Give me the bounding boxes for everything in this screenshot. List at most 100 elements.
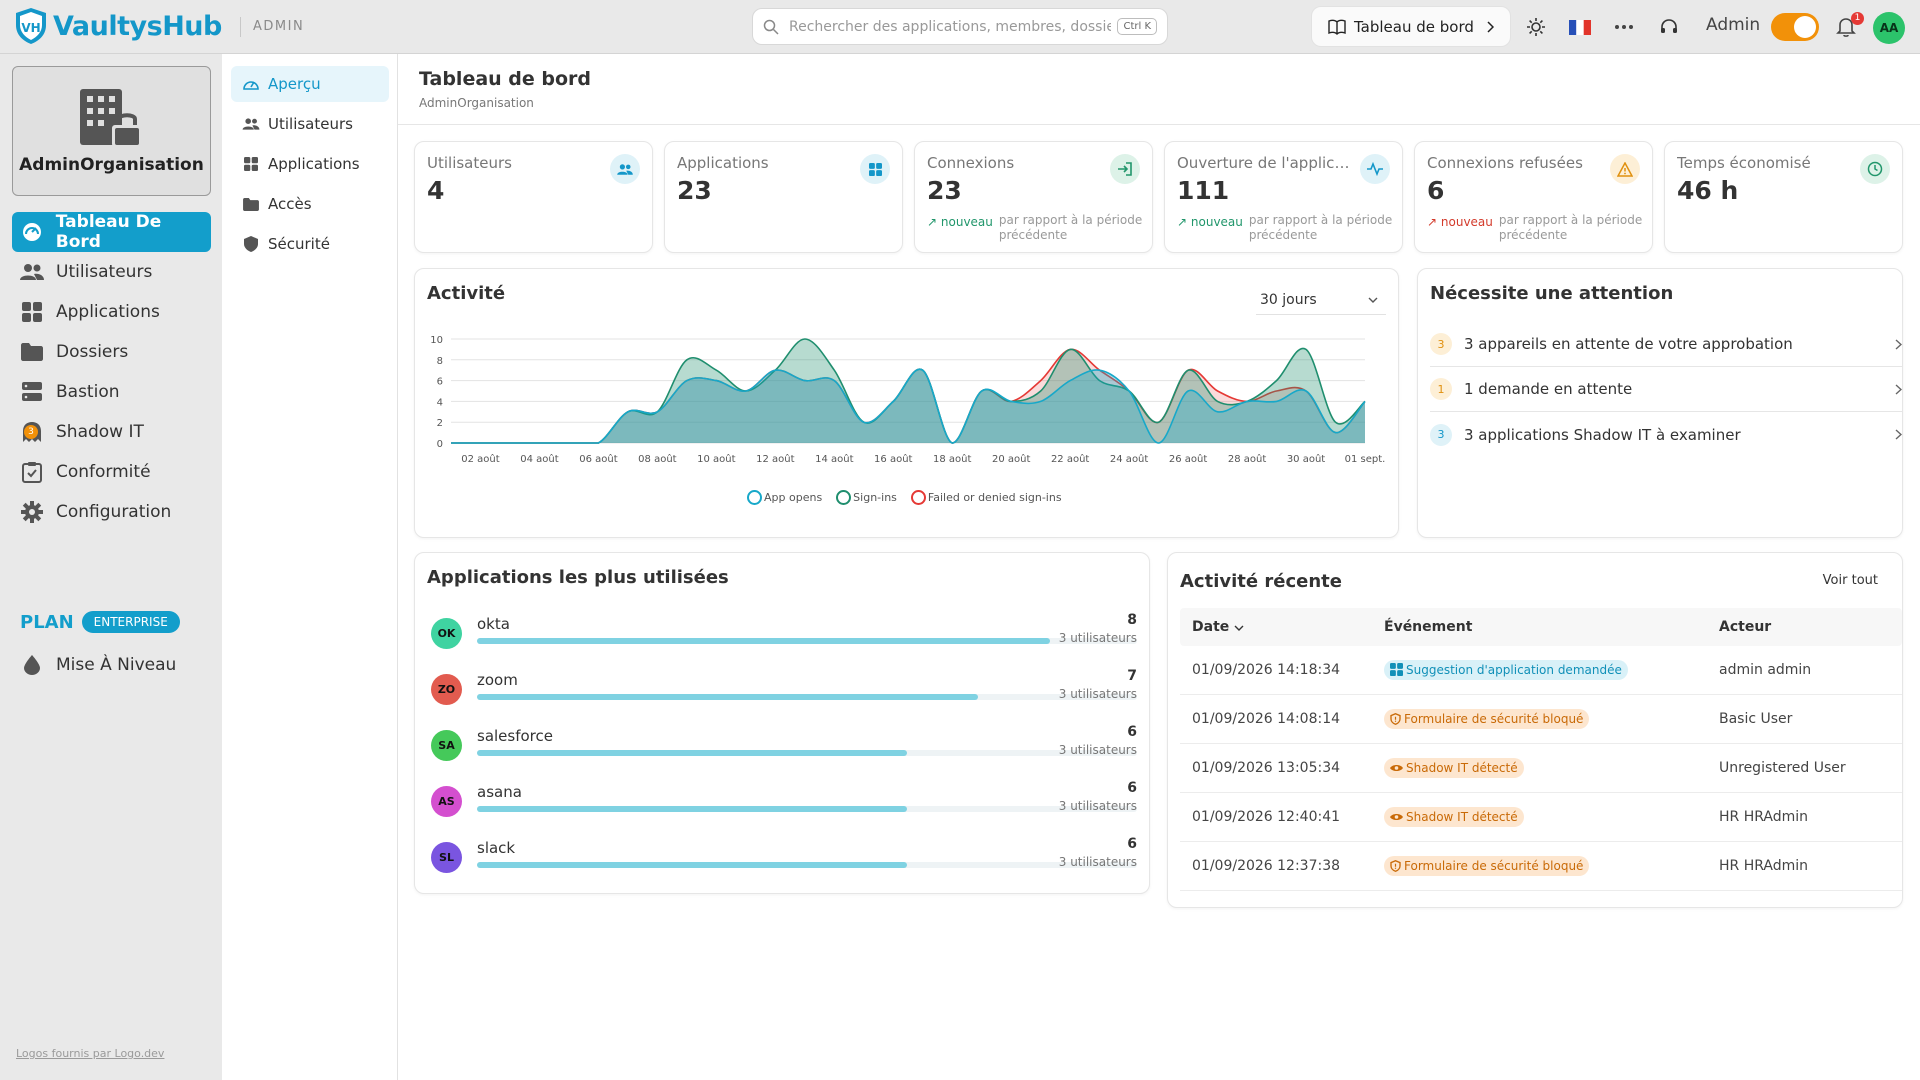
row-event: Formulaire de sécurité bloqué — [1372, 856, 1707, 876]
table-row[interactable]: 01/09/2026 12:37:38 Formulaire de sécuri… — [1180, 842, 1902, 891]
kpi-label: Connexions refusées — [1427, 154, 1583, 172]
server-icon — [20, 380, 44, 404]
row-event: Suggestion d'application demandée — [1372, 659, 1707, 681]
kpi-trend: ↗ nouveau par rapport à la période précé… — [927, 213, 1144, 243]
users-icon — [242, 117, 260, 131]
theme-toggle-sun-icon[interactable] — [1523, 14, 1549, 40]
attention-item[interactable]: 1 1 demande en attente — [1430, 367, 1902, 412]
login-icon — [1110, 154, 1140, 184]
kpi-card[interactable]: Connexions refusées 6 ↗ nouveau par rapp… — [1414, 141, 1653, 253]
search-icon — [763, 19, 779, 35]
legend-item[interactable]: Sign-ins — [836, 490, 897, 505]
legend-item[interactable]: App opens — [747, 490, 822, 505]
app-logo[interactable]: VH VaultysHub — [14, 7, 222, 45]
kpi-value: 111 — [1177, 176, 1230, 205]
app-usage-row[interactable]: SA salesforce 6 3 utilisateurs — [429, 724, 1149, 780]
attention-count: 3 — [1430, 333, 1452, 355]
support-headset-icon[interactable] — [1656, 14, 1682, 40]
app-usage-row[interactable]: ZO zoom 7 3 utilisateurs — [429, 668, 1149, 724]
shield-logo-icon: VH — [16, 8, 46, 44]
more-options-icon[interactable] — [1611, 14, 1637, 40]
chevron-down-icon — [1368, 297, 1378, 303]
x-tick-label: 12 août — [756, 453, 794, 465]
kpi-compare-text: par rapport à la période précédente — [1248, 213, 1393, 242]
see-all-link[interactable]: Voir tout — [1822, 573, 1878, 588]
legend-item[interactable]: Failed or denied sign-ins — [910, 490, 1062, 505]
nav-item-folders[interactable]: Dossiers — [12, 332, 211, 372]
series-line-0 — [451, 368, 1366, 444]
global-search[interactable]: Ctrl K — [752, 8, 1168, 45]
event-badge: Formulaire de sécurité bloqué — [1384, 709, 1590, 729]
kpi-label: Utilisateurs — [427, 154, 512, 172]
table-header: Date Événement Acteur — [1180, 608, 1902, 646]
users-icon — [610, 154, 640, 184]
column-event: Événement — [1384, 619, 1473, 635]
usage-bar-track — [477, 806, 1137, 812]
nav-label: Conformité — [56, 462, 151, 482]
organization-card[interactable]: AdminOrganisation — [12, 66, 211, 196]
nav-item-dashboard[interactable]: Tableau De Bord — [12, 212, 211, 252]
admin-mode-toggle[interactable] — [1771, 13, 1819, 41]
kpi-card[interactable]: Temps économisé 46 h — [1664, 141, 1903, 253]
language-flag-fr-icon[interactable] — [1567, 14, 1593, 40]
subnav-item-applications[interactable]: Applications — [231, 146, 389, 182]
app-usage-row[interactable]: SL slack 6 3 utilisateurs — [429, 836, 1149, 892]
trend-up-arrow-icon: ↗ — [927, 215, 938, 229]
kpi-card[interactable]: Applications 23 — [664, 141, 903, 253]
column-date[interactable]: Date — [1180, 619, 1372, 635]
dashboard-switch-button[interactable]: Tableau de bord — [1312, 7, 1510, 46]
attention-item[interactable]: 3 3 applications Shadow IT à examiner — [1430, 412, 1902, 457]
eye-icon — [1390, 763, 1403, 773]
kpi-compare-text: par rapport à la période précédente — [1498, 213, 1643, 242]
nav-item-upgrade[interactable]: Mise À Niveau — [12, 645, 211, 685]
nav-item-users[interactable]: Utilisateurs — [12, 252, 211, 292]
kpi-label: Applications — [677, 154, 769, 172]
table-row[interactable]: 01/09/2026 13:05:34 Shadow IT détecté Un… — [1180, 744, 1902, 793]
kpi-card[interactable]: Connexions 23 ↗ nouveau par rapport à la… — [914, 141, 1153, 253]
subnav-item-overview[interactable]: Aperçu — [231, 66, 389, 102]
series-area-1 — [451, 339, 1365, 443]
user-avatar[interactable]: AA — [1873, 12, 1905, 44]
subnav-item-access[interactable]: Accès — [231, 186, 389, 222]
x-tick-label: 24 août — [1110, 453, 1148, 465]
app-name: VaultysHub — [53, 10, 222, 42]
logo-credit-link[interactable]: Logos fournis par Logo.dev — [16, 1047, 165, 1060]
subnav-label: Applications — [268, 155, 360, 173]
subnav-item-users[interactable]: Utilisateurs — [231, 106, 389, 142]
notifications-bell-icon[interactable] — [1833, 14, 1859, 40]
app-user-count: 3 utilisateurs — [1058, 687, 1137, 701]
nav-item-bastion[interactable]: Bastion — [12, 372, 211, 412]
attention-item[interactable]: 3 3 appareils en attente de votre approb… — [1430, 322, 1902, 367]
activity-icon — [1360, 154, 1390, 184]
kpi-label: Ouverture de l'applicati... — [1177, 154, 1352, 172]
shield-icon — [1390, 860, 1401, 872]
subnav-item-security[interactable]: Sécurité — [231, 226, 389, 262]
app-usage-row[interactable]: OK okta 8 3 utilisateurs — [429, 612, 1149, 668]
trend-up-arrow-icon: ↗ — [1427, 215, 1438, 229]
admin-mode-label: ADMIN — [240, 17, 304, 37]
kpi-card[interactable]: Utilisateurs 4 — [414, 141, 653, 253]
nav-item-shadow-it[interactable]: 3 Shadow IT — [12, 412, 211, 452]
plan-badge: ENTERPRISE — [81, 611, 180, 633]
row-event: Formulaire de sécurité bloqué — [1372, 709, 1707, 729]
search-input[interactable] — [789, 18, 1112, 35]
kpi-value: 4 — [427, 176, 445, 205]
app-usage-row[interactable]: AS asana 6 3 utilisateurs — [429, 780, 1149, 836]
x-tick-label: 26 août — [1169, 453, 1207, 465]
kpi-value: 23 — [677, 176, 712, 205]
table-row[interactable]: 01/09/2026 14:18:34 Suggestion d'applica… — [1180, 646, 1902, 695]
row-event: Shadow IT détecté — [1372, 807, 1707, 827]
kpi-card[interactable]: Ouverture de l'applicati... 111 ↗ nouvea… — [1164, 141, 1403, 253]
x-tick-label: 04 août — [520, 453, 558, 465]
subnav-label: Aperçu — [268, 75, 321, 93]
table-row[interactable]: 01/09/2026 14:08:14 Formulaire de sécuri… — [1180, 695, 1902, 744]
nav-item-applications[interactable]: Applications — [12, 292, 211, 332]
nav-item-configuration[interactable]: Configuration — [12, 492, 211, 532]
notification-count-badge: 1 — [1851, 12, 1864, 25]
nav-item-compliance[interactable]: Conformité — [12, 452, 211, 492]
range-select[interactable]: 30 jours — [1256, 285, 1386, 315]
activity-title: Activité — [427, 283, 506, 304]
table-row[interactable]: 01/09/2026 12:40:41 Shadow IT détecté HR… — [1180, 793, 1902, 842]
gauge-icon — [242, 77, 260, 91]
row-actor: admin admin — [1719, 662, 1812, 678]
